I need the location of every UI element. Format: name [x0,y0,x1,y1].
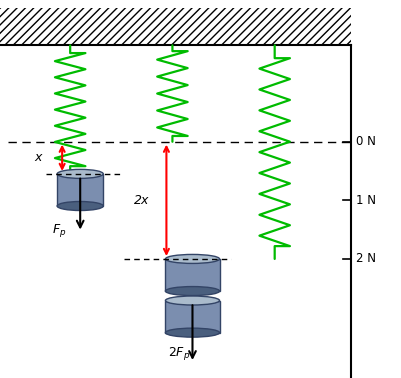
Bar [165,259,220,291]
Bar [0,8,351,45]
Text: $2F_p$: $2F_p$ [168,345,191,362]
Text: x: x [34,151,41,164]
Ellipse shape [165,254,220,263]
Ellipse shape [57,201,103,211]
Ellipse shape [165,287,220,296]
Text: 0 N: 0 N [356,135,376,148]
Text: 1 N: 1 N [356,194,376,207]
Text: 2x: 2x [134,194,150,207]
Ellipse shape [165,328,220,337]
Ellipse shape [57,169,103,178]
Text: $F_p$: $F_p$ [52,222,67,239]
Bar [165,301,220,333]
Bar [57,174,103,206]
Text: 2 N: 2 N [356,253,376,265]
Ellipse shape [165,296,220,305]
